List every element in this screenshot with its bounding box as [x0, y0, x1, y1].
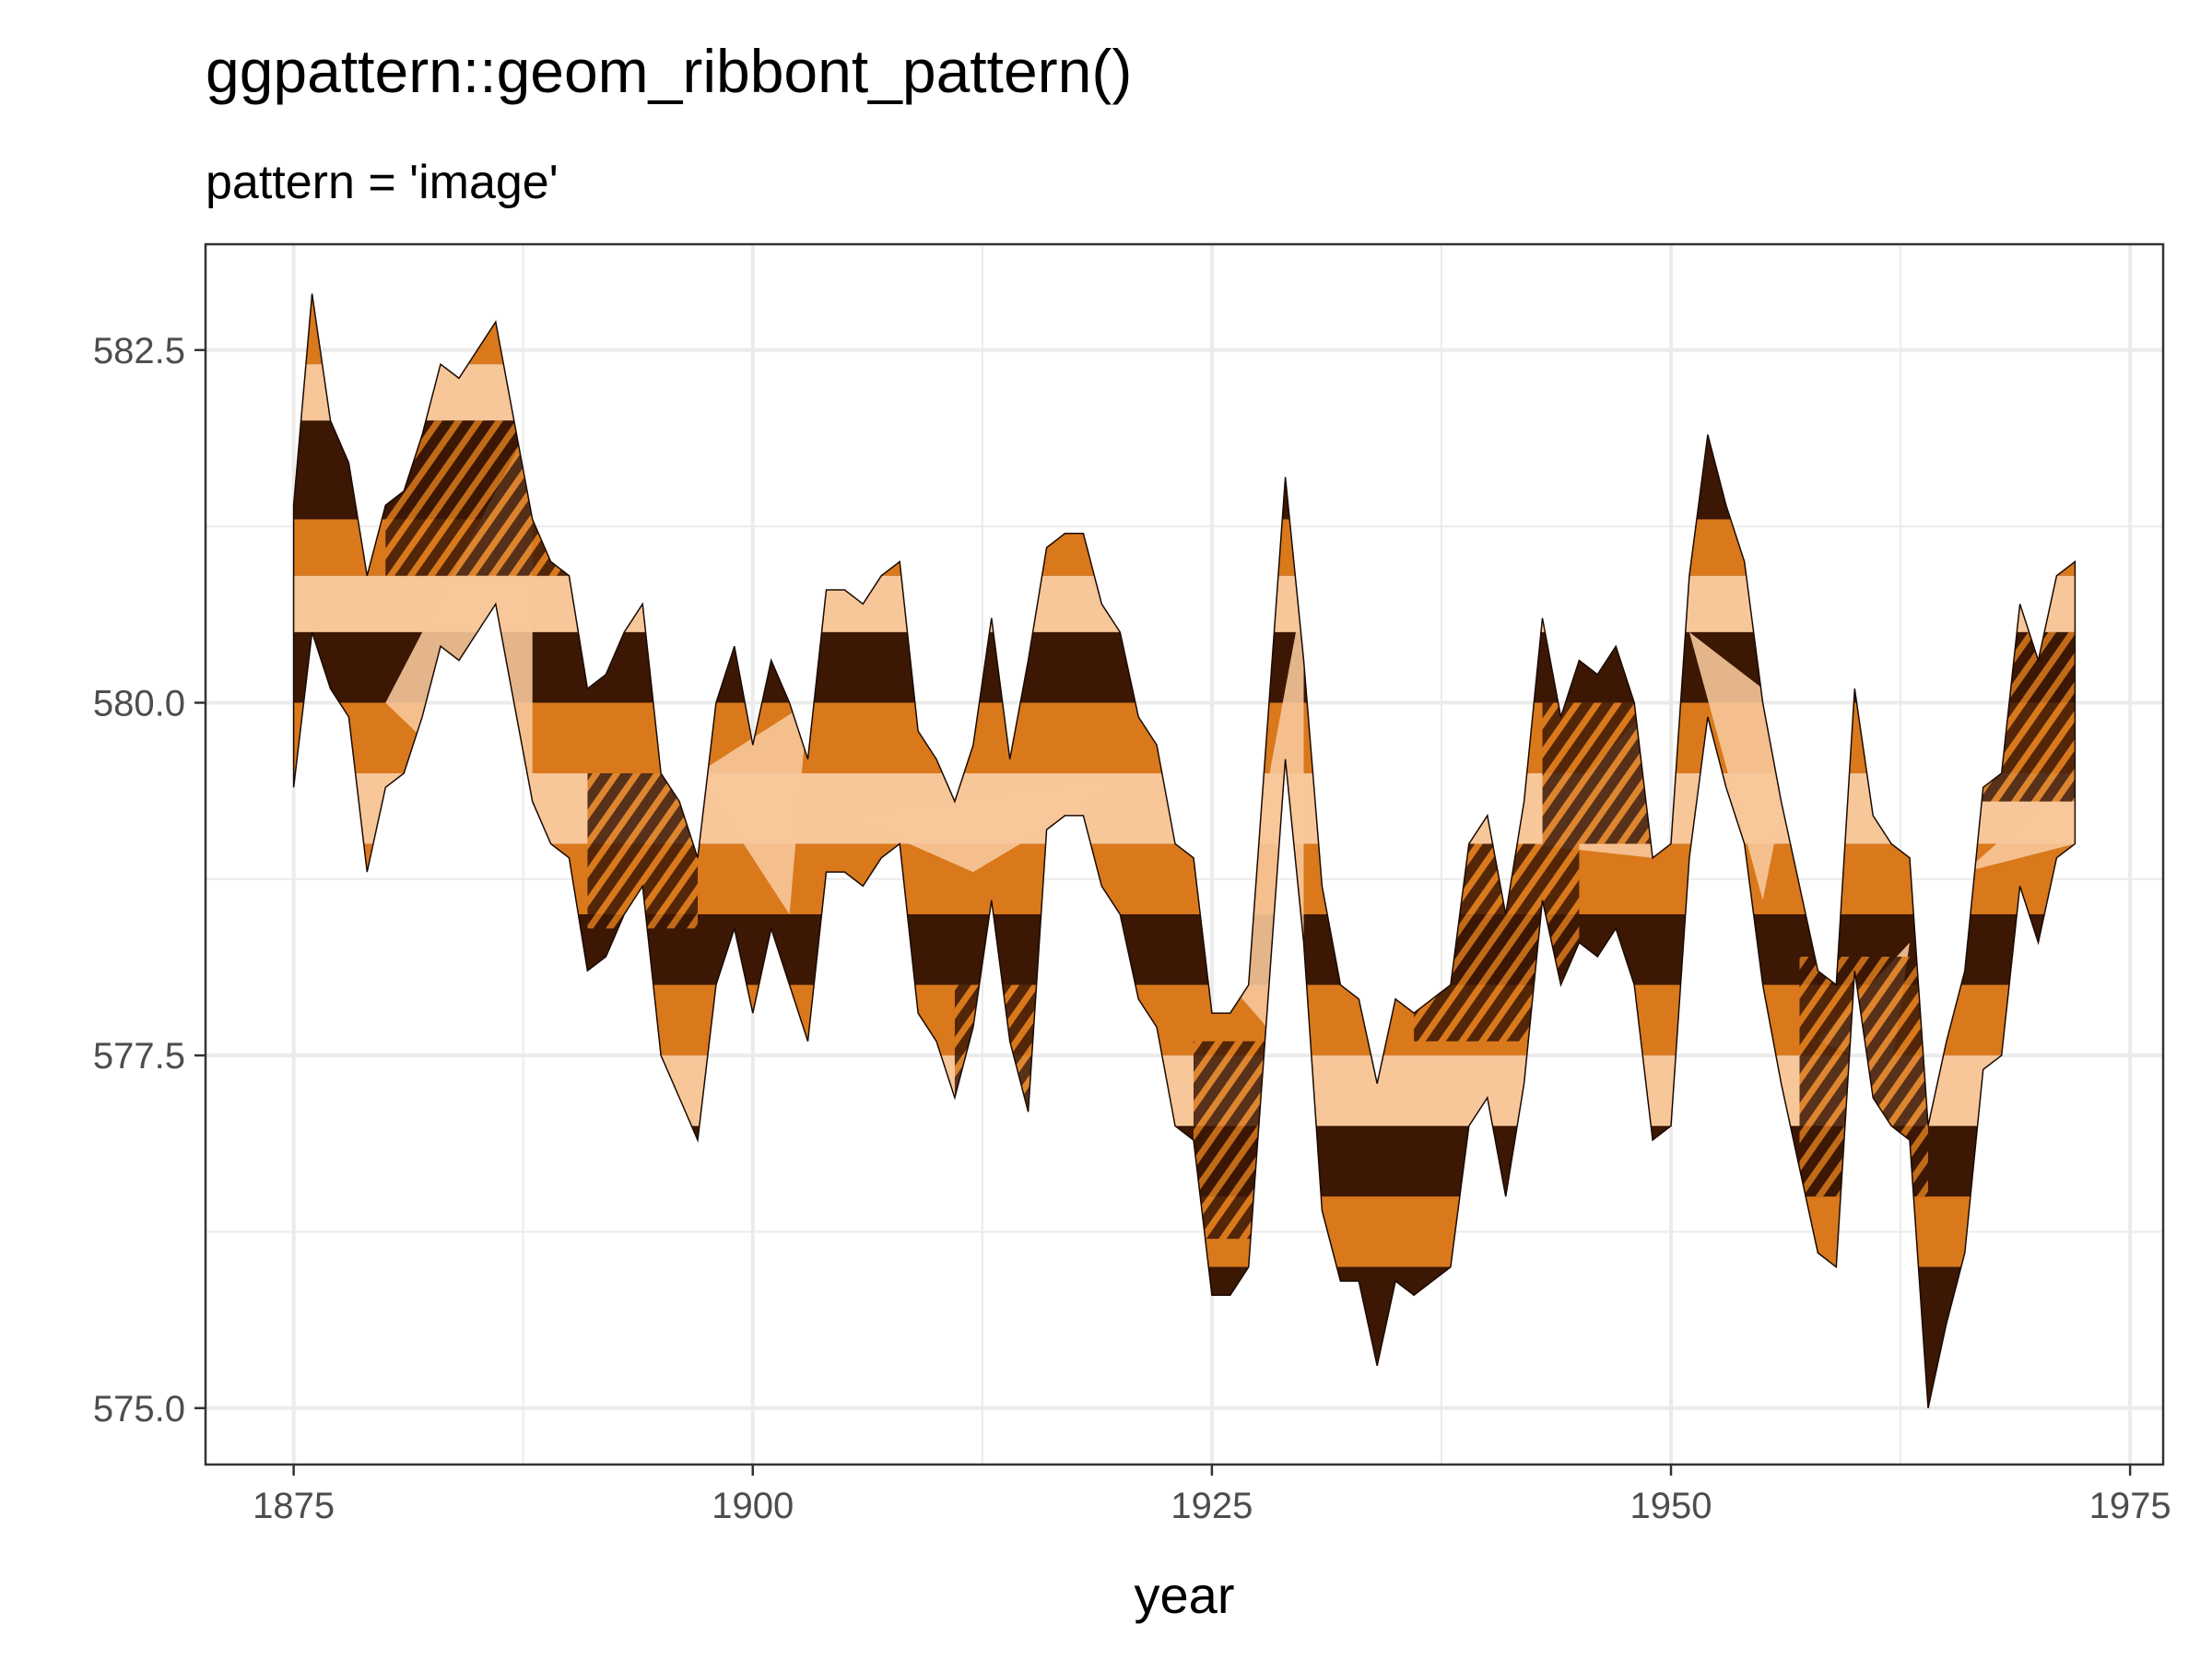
- x-tick-label: 1925: [1171, 1486, 1253, 1526]
- y-tick-label: 580.0: [93, 683, 185, 724]
- chart-title: ggpattern::geom_ribbont_pattern(): [206, 37, 1132, 105]
- y-tick-label: 577.5: [93, 1036, 185, 1077]
- fill-wedge: [698, 702, 808, 915]
- x-tick-label: 1975: [2089, 1486, 2171, 1526]
- fill-wedge: [844, 773, 1139, 873]
- ribbon-outline: [292, 293, 2077, 1408]
- x-tick-label: 1875: [253, 1486, 335, 1526]
- x-axis-title: year: [1135, 1566, 1235, 1624]
- plot-frame: [204, 242, 2165, 1466]
- chart-subtitle: pattern = 'image': [206, 156, 559, 209]
- y-tick-label: 582.5: [93, 331, 185, 371]
- x-tick-label: 1900: [712, 1486, 794, 1526]
- x-tick-label: 1950: [1630, 1486, 1712, 1526]
- y-axis: 575.0 577.5 580.0 582.5: [93, 331, 206, 1430]
- x-axis: 1875 1900 1925 1950 1975: [253, 1465, 2171, 1526]
- y-tick-label: 575.0: [93, 1389, 185, 1430]
